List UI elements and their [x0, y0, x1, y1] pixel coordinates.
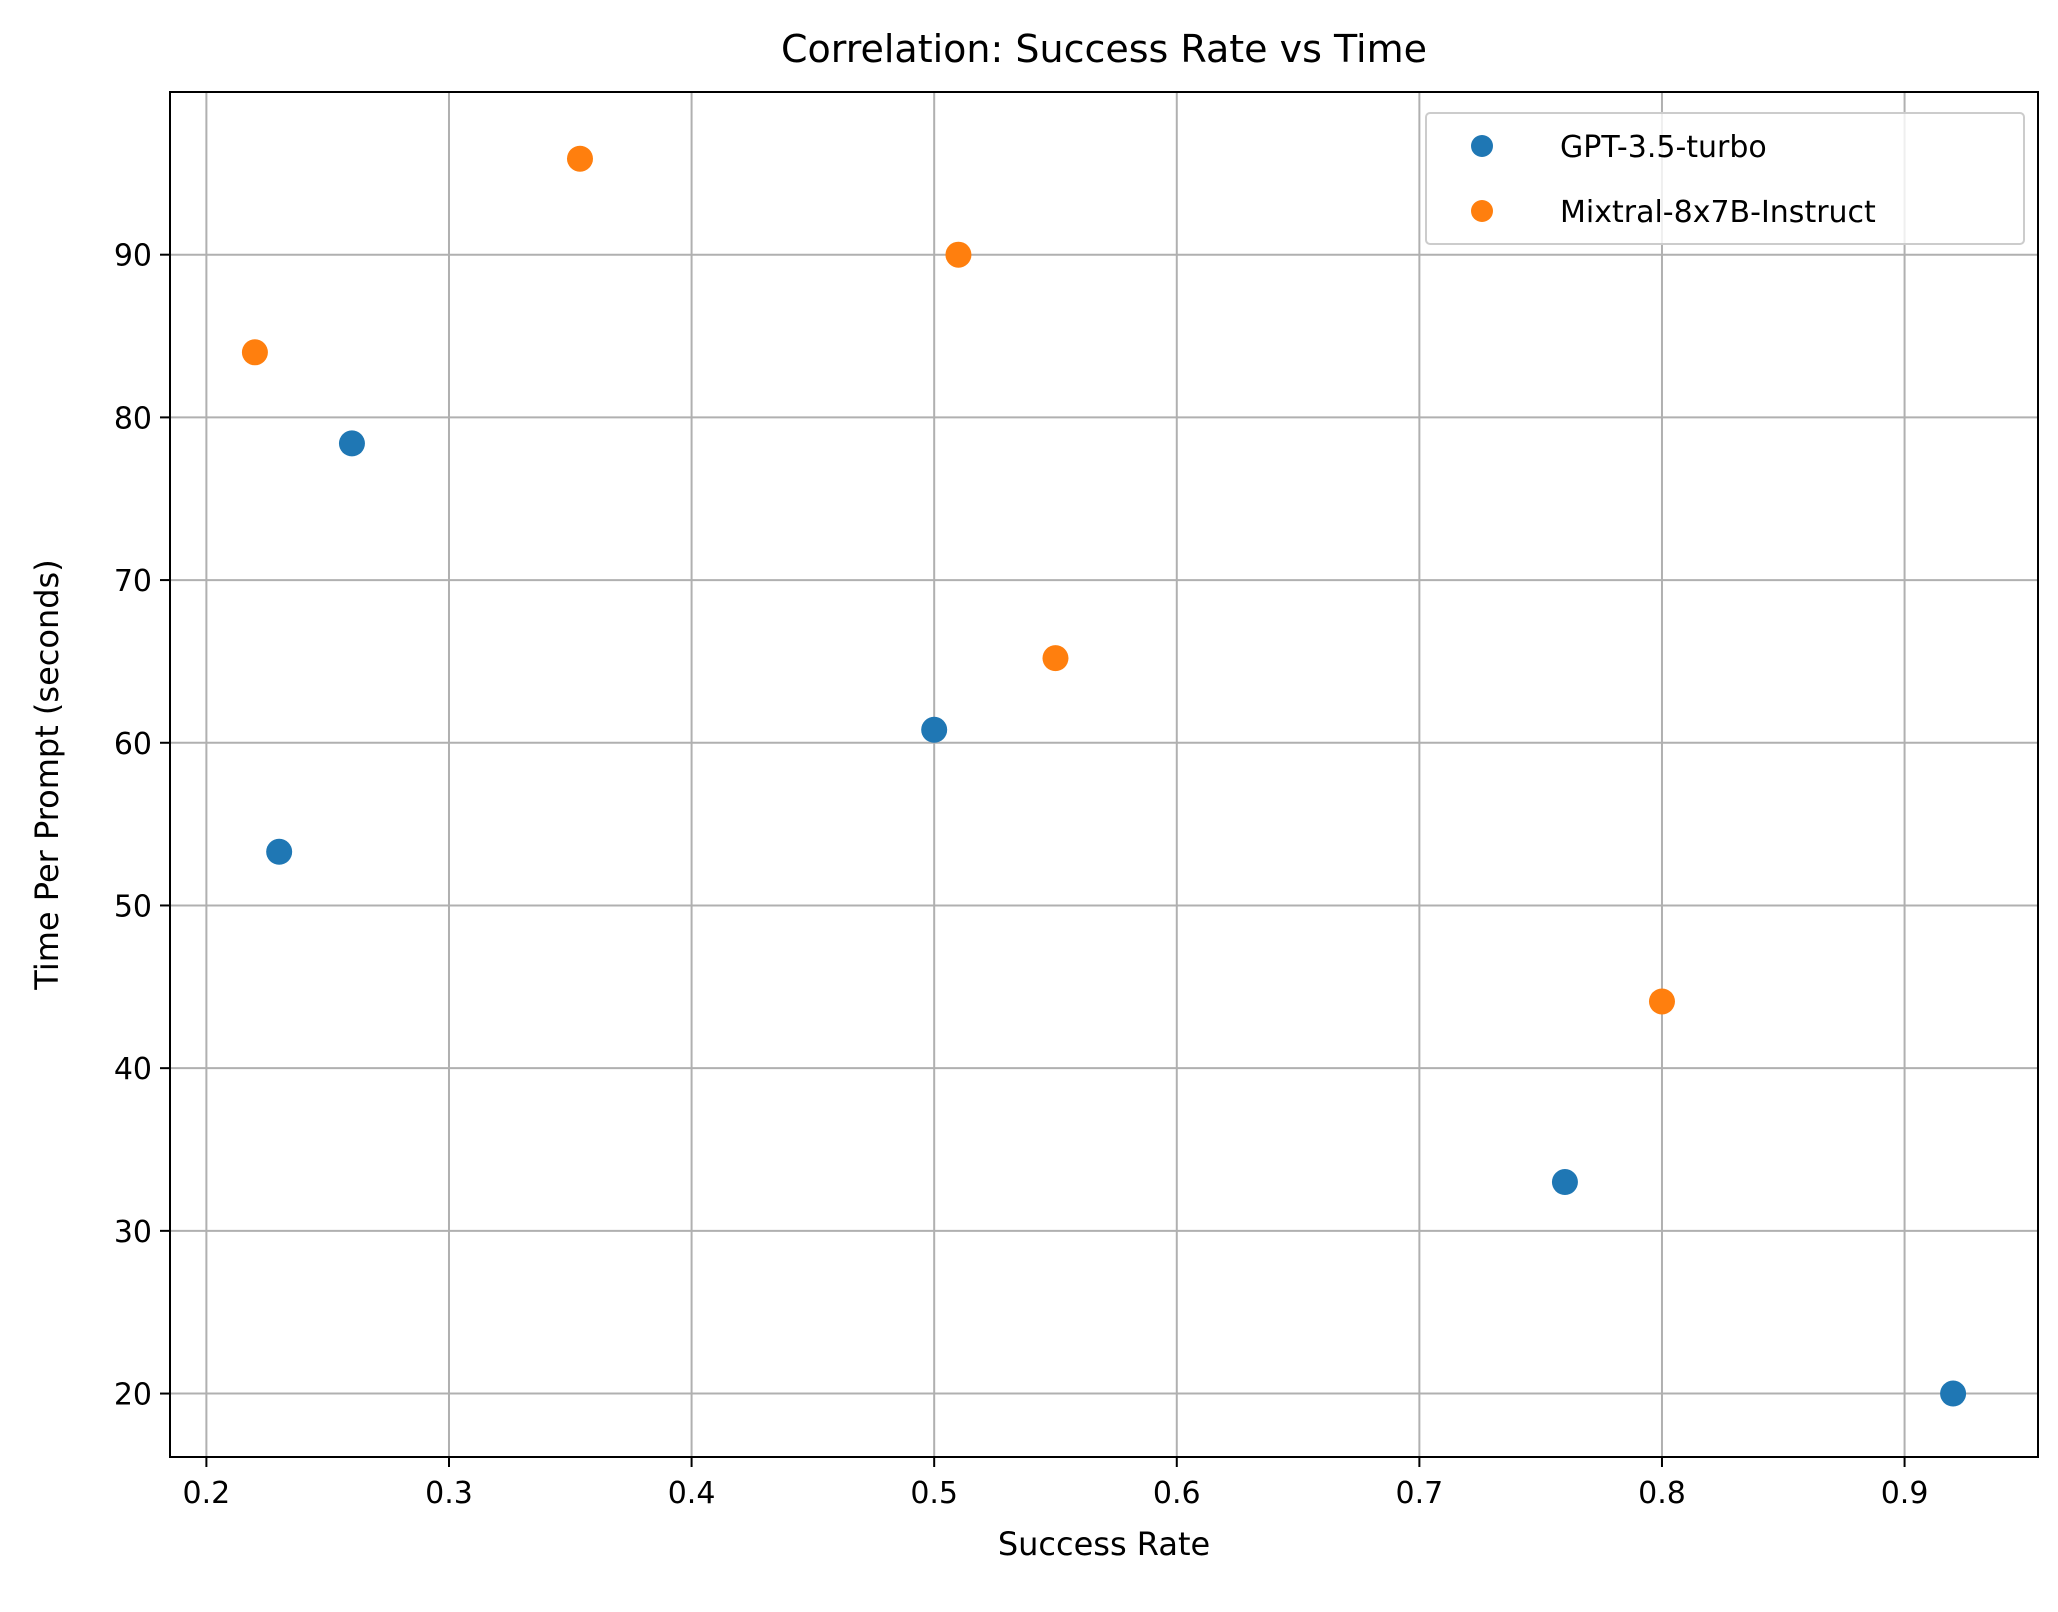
chart-title: Correlation: Success Rate vs Time: [781, 27, 1427, 71]
x-tick-label: 0.2: [183, 1476, 231, 1511]
data-point-series-1: [241, 339, 268, 366]
plot-frame: [169, 91, 2039, 1458]
data-point-series-0: [921, 716, 948, 743]
y-tick-label: 20: [114, 1378, 152, 1413]
legend-label-mixtral: Mixtral-8x7B-Instruct: [1560, 195, 1876, 230]
data-point-series-1: [1648, 988, 1675, 1015]
data-point-series-1: [1042, 645, 1069, 672]
axis-ticks: 0.2 0.3 0.4 0.5 0.6 0.7 0.8 0.9 20 30 40 50 60 70 80 90: [114, 239, 1929, 1511]
data-point-series-0: [1940, 1380, 1967, 1407]
legend-marker-mixtral: [1471, 200, 1493, 222]
legend-marker-gpt: [1471, 135, 1493, 157]
x-tick-label: 0.4: [668, 1476, 716, 1511]
data-point-series-0: [338, 430, 365, 457]
y-axis-title: Time Per Prompt (seconds): [28, 559, 66, 990]
data-point-series-0: [1551, 1169, 1578, 1196]
x-tick-label: 0.3: [425, 1476, 473, 1511]
y-tick-label: 40: [114, 1052, 152, 1087]
x-tick-label: 0.8: [1638, 1476, 1686, 1511]
data-point-series-1: [945, 241, 972, 268]
data-point-series-1: [566, 145, 593, 172]
grid-lines: [170, 92, 2038, 1457]
y-tick-label: 70: [114, 564, 152, 599]
y-tick-label: 30: [114, 1215, 152, 1250]
y-tick-label: 80: [114, 401, 152, 436]
legend: GPT-3.5-turbo Mixtral-8x7B-Instruct: [1425, 112, 2025, 245]
legend-label-gpt: GPT-3.5-turbo: [1560, 130, 1767, 165]
data-point-series-0: [266, 838, 293, 865]
data-points: [241, 145, 1967, 1407]
y-tick-label: 60: [114, 727, 152, 762]
y-tick-label: 90: [114, 239, 152, 274]
x-tick-label: 0.7: [1396, 1476, 1444, 1511]
legend-box: [1425, 112, 2025, 245]
x-tick-label: 0.9: [1881, 1476, 1929, 1511]
x-axis-title: Success Rate: [998, 1525, 1210, 1563]
x-tick-label: 0.6: [1153, 1476, 1201, 1511]
y-tick-label: 50: [114, 889, 152, 924]
x-tick-label: 0.5: [910, 1476, 958, 1511]
